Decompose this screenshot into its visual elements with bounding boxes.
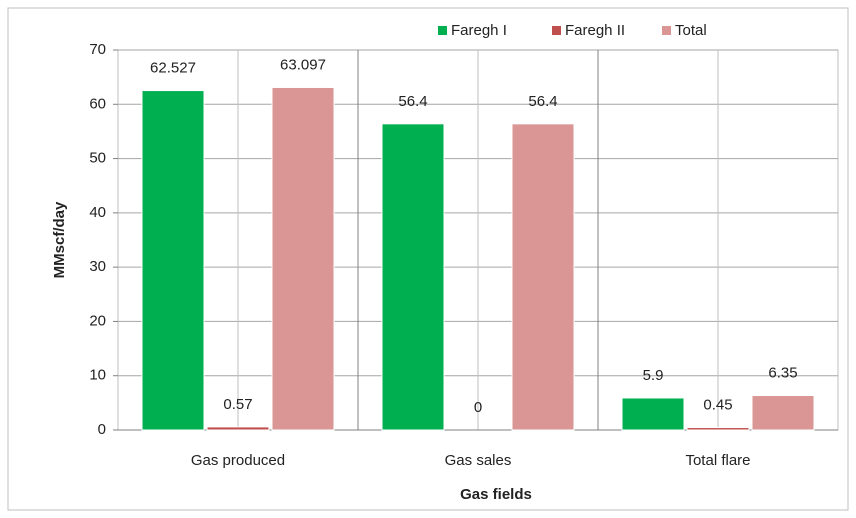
data-label: 0 <box>474 399 482 416</box>
y-tick-label: 60 <box>89 95 106 112</box>
legend-label: Total <box>675 22 707 39</box>
x-tick-label: Gas produced <box>191 452 285 469</box>
legend-swatch <box>552 26 561 35</box>
bar <box>381 123 445 431</box>
x-tick-label: Total flare <box>685 452 750 469</box>
legend-label: Faregh I <box>451 22 507 39</box>
y-tick-label: 50 <box>89 150 106 167</box>
data-label: 63.097 <box>280 56 326 73</box>
legend-swatch <box>438 26 447 35</box>
legend-label: Faregh II <box>565 22 625 39</box>
bar <box>206 426 270 431</box>
data-label: 56.4 <box>398 93 427 110</box>
data-label: 62.527 <box>150 60 196 77</box>
x-tick-label: Gas sales <box>445 452 512 469</box>
data-label: 6.35 <box>768 364 797 381</box>
bar <box>751 395 815 431</box>
y-tick-label: 20 <box>89 312 106 329</box>
y-tick-label: 0 <box>98 421 106 438</box>
bar <box>621 397 685 431</box>
bar <box>511 123 575 431</box>
y-axis-title: MMscf/day <box>51 201 68 278</box>
bar <box>271 86 335 431</box>
x-axis-title: Gas fields <box>460 486 532 503</box>
data-label: 0.57 <box>223 396 252 413</box>
data-label: 56.4 <box>528 93 557 110</box>
bar <box>686 427 750 431</box>
y-tick-label: 40 <box>89 204 106 221</box>
legend-swatch <box>662 26 671 35</box>
y-tick-label: 30 <box>89 258 106 275</box>
data-label: 5.9 <box>643 367 664 384</box>
y-tick-label: 70 <box>89 41 106 58</box>
y-tick-label: 10 <box>89 367 106 384</box>
bar <box>141 90 205 431</box>
data-label: 0.45 <box>703 397 732 414</box>
